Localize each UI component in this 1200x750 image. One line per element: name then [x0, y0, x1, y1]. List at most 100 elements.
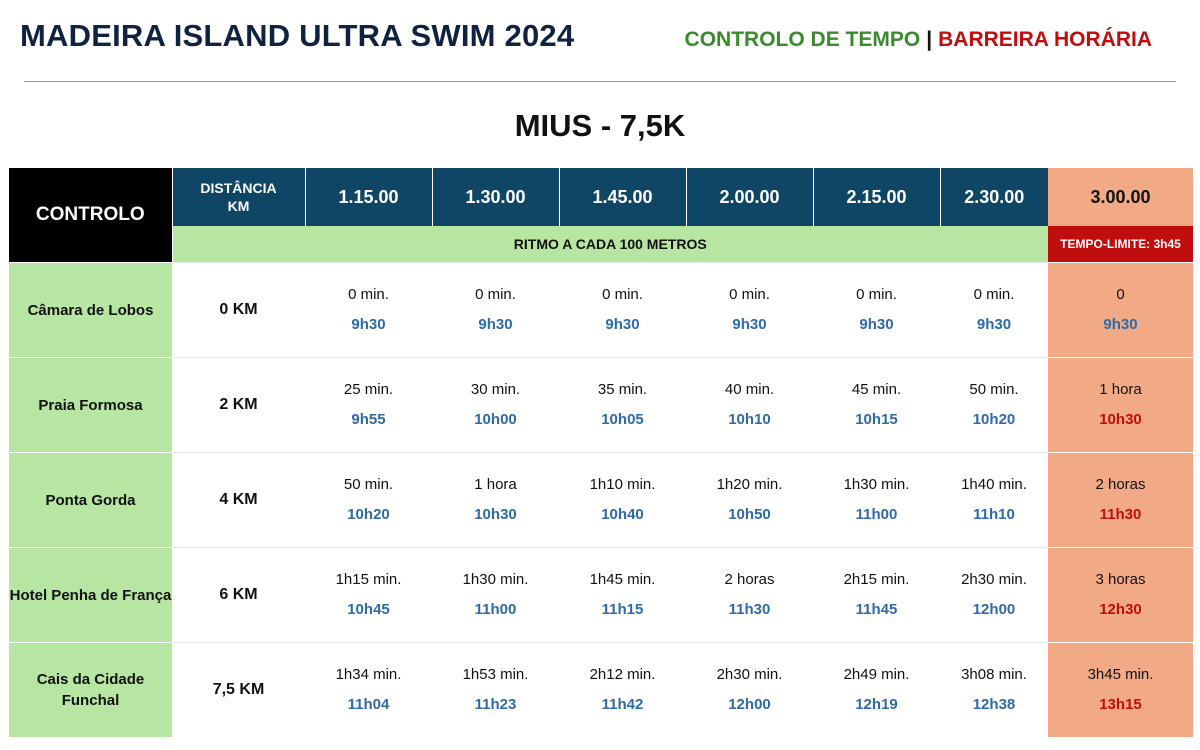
limit-clock: 13h15	[1099, 696, 1142, 713]
pace-cell: 30 min. 10h00	[432, 357, 559, 453]
table-row: Praia Formosa 2 KM 25 min. 9h55 30 min. 10h00…	[9, 357, 1193, 453]
header-row-ritmo: RITMO A CADA 100 METROS TEMPO-LIMITE: 3h…	[9, 226, 1193, 263]
clock-time: 9h30	[605, 316, 640, 333]
elapsed-time: 0 min.	[475, 286, 516, 303]
elapsed-time: 2h30 min.	[716, 666, 783, 683]
checkpoint-name: Cais da Cidade Funchal	[9, 642, 172, 737]
pace-cell: 0 min. 9h30	[305, 262, 432, 358]
clock-time: 9h55	[351, 411, 386, 428]
clock-time: 10h15	[855, 411, 898, 428]
clock-time: 11h00	[855, 506, 898, 523]
table-row: Hotel Penha de França 6 KM 1h15 min. 10h45 1…	[9, 547, 1193, 643]
time-header-4: 2.00.00	[685, 168, 813, 226]
limit-clock: 12h30	[1099, 601, 1142, 618]
clock-time: 9h30	[976, 316, 1012, 333]
limit-cell: 2 horas 11h30	[1048, 452, 1193, 548]
clock-time: 12h38	[972, 696, 1016, 713]
pace-cell: 35 min. 10h05	[559, 357, 686, 453]
limit-cell: 3h45 min. 13h15	[1048, 642, 1193, 737]
elapsed-time: 35 min.	[597, 381, 648, 398]
table-row: Ponta Gorda 4 KM 50 min. 10h20 1 hora 10h30 1h…	[9, 452, 1193, 548]
elapsed-time: 25 min.	[343, 381, 394, 398]
elapsed-time: 1h34 min.	[335, 666, 402, 683]
elapsed-time: 0 min.	[973, 286, 1015, 303]
elapsed-time: 50 min.	[343, 476, 394, 493]
limit-time-header: 3.00.00	[1048, 168, 1193, 226]
checkpoint-distance: 0 KM	[172, 262, 305, 358]
pace-cell: 2h12 min. 11h42	[559, 642, 686, 737]
pace-cell: 0 min. 9h30	[432, 262, 559, 358]
limit-cell: 3 horas 12h30	[1048, 547, 1193, 643]
pace-cell: 1h15 min. 10h45	[305, 547, 432, 643]
controlo-header: CONTROLO	[9, 168, 172, 263]
pace-cell: 1h45 min. 11h15	[559, 547, 686, 643]
elapsed-time: 2h12 min.	[589, 666, 656, 683]
pace-cell: 2h49 min. 12h19	[813, 642, 940, 737]
limit-clock: 11h30	[1099, 506, 1142, 523]
clock-time: 10h45	[347, 601, 390, 618]
clock-time: 10h20	[347, 506, 390, 523]
elapsed-time: 2h15 min.	[843, 571, 910, 588]
time-header-6: 2.30.00	[939, 168, 1048, 226]
limit-clock: 10h30	[1099, 411, 1142, 428]
time-header-2: 1.30.00	[431, 168, 559, 226]
clock-time: 11h23	[474, 696, 517, 713]
limit-elapsed: 3h45 min.	[1087, 666, 1154, 683]
table-row: Cais da Cidade Funchal 7,5 KM 1h34 min. 11h…	[9, 642, 1193, 737]
table-row: Câmara de Lobos 0 KM 0 min. 9h30 0 min. 9h30 0…	[9, 262, 1193, 358]
clock-time: 11h04	[347, 696, 390, 713]
elapsed-time: 1h53 min.	[462, 666, 529, 683]
clock-time: 10h30	[474, 506, 517, 523]
checkpoint-distance: 6 KM	[172, 547, 305, 643]
pace-cell: 1h30 min. 11h00	[432, 547, 559, 643]
pace-cell: 2h15 min. 11h45	[813, 547, 940, 643]
pace-cell: 2h30 min. 12h00	[686, 642, 813, 737]
pace-cell: 3h08 min. 12h38	[940, 642, 1048, 737]
elapsed-time: 40 min.	[724, 381, 775, 398]
elapsed-time: 2h30 min.	[961, 571, 1027, 588]
clock-time: 11h42	[601, 696, 644, 713]
clock-time: 10h10	[728, 411, 771, 428]
header-row-times: CONTROLO DISTÂNCIA KM 1.15.00 1.30.00 1.…	[9, 168, 1193, 263]
checkpoint-name: Hotel Penha de França	[9, 547, 172, 643]
clock-time: 12h00	[972, 601, 1016, 618]
tempo-limite-badge: TEMPO-LIMITE: 3h45	[1048, 226, 1193, 263]
time-header-1: 1.15.00	[304, 168, 432, 226]
page-title: MADEIRA ISLAND ULTRA SWIM 2024	[20, 18, 575, 53]
pace-cell: 0 min. 9h30	[559, 262, 686, 358]
elapsed-time: 1h40 min.	[961, 476, 1027, 493]
clock-time: 9h30	[859, 316, 894, 333]
time-header-5: 2.15.00	[812, 168, 940, 226]
elapsed-time: 30 min.	[470, 381, 521, 398]
pace-cell: 1h30 min. 11h00	[813, 452, 940, 548]
checkpoint-distance: 4 KM	[172, 452, 305, 548]
pace-cell: 0 min. 9h30	[813, 262, 940, 358]
clock-time: 9h30	[478, 316, 513, 333]
pace-cell: 1h20 min. 10h50	[686, 452, 813, 548]
pace-cell: 2h30 min. 12h00	[940, 547, 1048, 643]
pace-cell: 1 hora 10h30	[432, 452, 559, 548]
limit-cell: 1 hora 10h30	[1048, 357, 1193, 453]
pace-cell: 50 min. 10h20	[305, 452, 432, 548]
pace-cell: 0 min. 9h30	[940, 262, 1048, 358]
ritmo-header: RITMO A CADA 100 METROS	[171, 226, 1048, 263]
legend-separator: |	[926, 28, 933, 51]
checkpoint-distance: 2 KM	[172, 357, 305, 453]
legend: CONTROLO DE TEMPO | BARREIRA HORÁRIA	[685, 28, 1152, 52]
clock-time: 12h19	[855, 696, 898, 713]
legend-time-barrier: BARREIRA HORÁRIA	[938, 28, 1152, 51]
elapsed-time: 1h10 min.	[589, 476, 656, 493]
elapsed-time: 1 hora	[474, 476, 517, 493]
elapsed-time: 50 min.	[969, 381, 1019, 398]
checkpoint-distance: 7,5 KM	[172, 642, 305, 737]
limit-cell: 0 9h30	[1048, 262, 1193, 358]
clock-time: 10h05	[601, 411, 644, 428]
pace-cell: 25 min. 9h55	[305, 357, 432, 453]
clock-time: 9h30	[351, 316, 386, 333]
elapsed-time: 0 min.	[348, 286, 389, 303]
pace-cell: 1h40 min. 11h10	[940, 452, 1048, 548]
elapsed-time: 1h45 min.	[589, 571, 656, 588]
clock-time: 10h20	[972, 411, 1016, 428]
pace-cell: 1h34 min. 11h04	[305, 642, 432, 737]
limit-elapsed: 0	[1116, 286, 1125, 303]
